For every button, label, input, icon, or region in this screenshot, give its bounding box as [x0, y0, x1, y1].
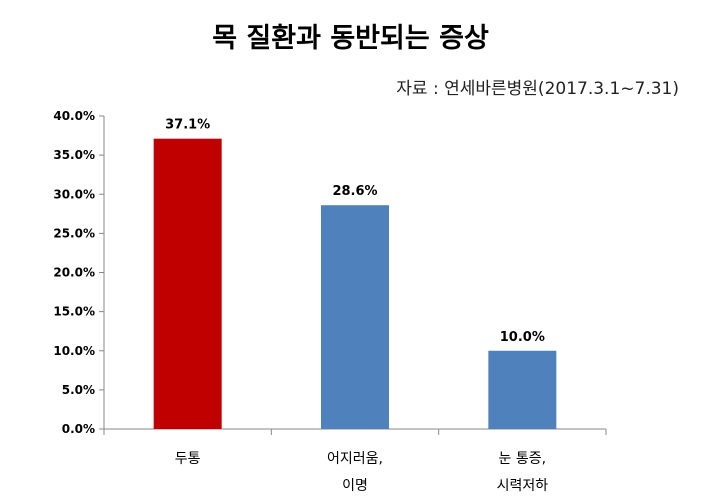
category-label: 눈 통증,	[499, 451, 547, 467]
bar	[488, 350, 557, 429]
y-tick-label: 25.0%	[53, 226, 95, 240]
category-label: 두통	[175, 451, 201, 467]
y-tick-label: 40.0%	[53, 109, 95, 123]
y-tick-label: 20.0%	[53, 266, 95, 280]
chart-source: 자료 : 연세바른병원(2017.3.1~7.31)	[396, 79, 679, 99]
y-tick-label: 30.0%	[53, 187, 95, 201]
y-tick-label: 15.0%	[53, 305, 95, 319]
y-tick-label: 0.0%	[62, 422, 95, 436]
y-tick-label: 10.0%	[53, 344, 95, 358]
y-tick-label: 5.0%	[62, 383, 95, 397]
bar	[321, 205, 389, 429]
data-label: 10.0%	[500, 330, 545, 345]
data-label: 28.6%	[332, 184, 377, 199]
category-label: 시력저하	[497, 478, 549, 494]
y-tick-label: 35.0%	[53, 148, 95, 162]
category-label: 어지러움,	[327, 451, 383, 467]
category-label: 이명	[342, 478, 368, 494]
chart-title: 목 질환과 동반되는 증상	[212, 23, 489, 54]
bar	[153, 138, 222, 429]
data-label: 37.1%	[165, 118, 210, 133]
